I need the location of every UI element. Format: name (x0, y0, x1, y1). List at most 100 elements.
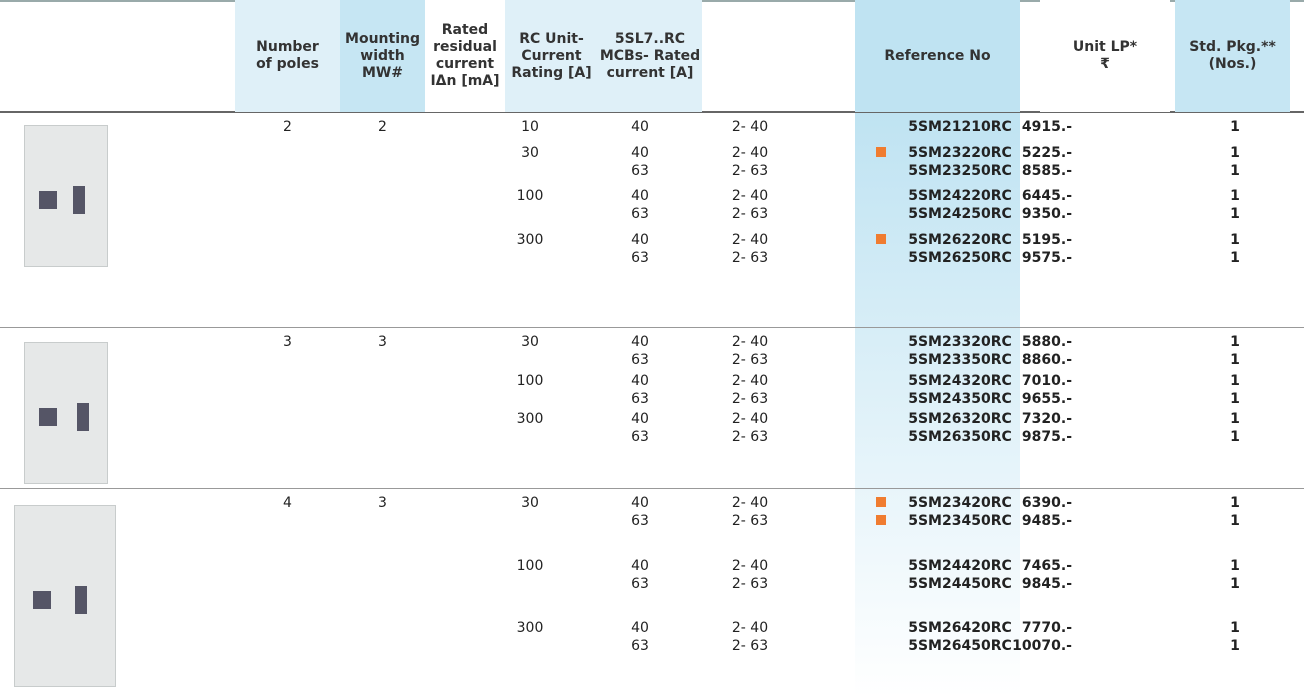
reference-no: 5SM26320RC (908, 411, 1012, 427)
std-pkg: 1 (1230, 250, 1240, 266)
std-pkg: 1 (1230, 390, 1240, 407)
residual-current: 300 (516, 232, 544, 248)
std-pkg: 1 (1230, 513, 1240, 529)
reference-no: 5SM26450RC (908, 638, 1012, 654)
rc-rating: 63 (631, 638, 649, 654)
residual-current: 100 (516, 557, 544, 574)
rc-rating: 40 (631, 411, 649, 427)
device-image (24, 125, 108, 267)
mcb-rating: 2- 40 (731, 557, 769, 574)
reference-no: 5SM24250RC (908, 206, 1012, 223)
marker (876, 497, 886, 507)
reference-no: 5SM23350RC (908, 352, 1012, 368)
std-pkg: 1 (1230, 557, 1240, 574)
mcb-rating: 2- 63 (731, 250, 769, 266)
marker (876, 146, 886, 157)
mcb-rating: 2- 40 (731, 232, 769, 248)
residual-current: 30 (521, 495, 539, 511)
unit-lp: 5880.- (1021, 334, 1072, 350)
mcb-rating: 2- 63 (731, 638, 769, 654)
reference-no: 5SM26220RC (908, 232, 1012, 248)
header-rule (0, 111, 1304, 113)
std-pkg: 1 (1230, 429, 1240, 445)
unit-lp: 9875.- (1021, 429, 1072, 445)
reference-no: 5SM26350RC (908, 429, 1012, 445)
rc-rating: 63 (631, 575, 649, 592)
column-header: RC Unit- Current Rating [A] (505, 0, 598, 112)
residual-current: 100 (516, 372, 544, 389)
rc-rating: 40 (631, 557, 649, 574)
std-pkg: 1 (1230, 144, 1240, 161)
reference-no: 5SM26250RC (908, 250, 1012, 266)
rc-rating: 40 (631, 334, 649, 350)
mcb-rating: 2- 40 (731, 334, 769, 350)
mcb-rating: 2- 40 (731, 188, 769, 205)
unit-lp: 6445.- (1021, 188, 1072, 205)
mcb-rating: 2- 63 (731, 429, 769, 445)
rc-rating: 63 (631, 429, 649, 445)
column-header: Rated residual current IΔn [mA] (425, 0, 505, 112)
reference-no: 5SM21210RC (908, 119, 1012, 135)
std-pkg: 1 (1230, 495, 1240, 511)
std-pkg: 1 (1230, 206, 1240, 223)
std-pkg: 1 (1230, 188, 1240, 205)
poles: 4 (283, 495, 292, 511)
std-pkg: 1 (1230, 334, 1240, 350)
rc-rating: 63 (631, 162, 649, 179)
rc-rating: 40 (631, 119, 649, 135)
ref-column-bg (855, 112, 1020, 697)
std-pkg: 1 (1230, 411, 1240, 427)
rc-rating: 40 (631, 188, 649, 205)
mcb-rating: 2- 40 (731, 495, 769, 511)
reference-no: 5SM24320RC (908, 372, 1012, 389)
mcb-rating: 2- 40 (731, 411, 769, 427)
unit-lp: 7770.- (1021, 620, 1072, 636)
unit-lp: 7010.- (1021, 372, 1072, 389)
mcb-rating: 2- 63 (731, 162, 769, 179)
unit-lp: 7320.- (1021, 411, 1072, 427)
mcb-rating: 2- 63 (731, 513, 769, 529)
std-pkg: 1 (1230, 352, 1240, 368)
residual-current: 300 (516, 620, 544, 636)
rc-rating: 63 (631, 390, 649, 407)
unit-lp: 7465.- (1021, 557, 1072, 574)
rc-rating: 40 (631, 620, 649, 636)
mounting-width: 3 (378, 334, 387, 350)
unit-lp: 8585.- (1021, 162, 1072, 179)
reference-no: 5SM24350RC (908, 390, 1012, 407)
mcb-rating: 2- 63 (731, 206, 769, 223)
reference-no: 5SM23220RC (908, 144, 1012, 161)
residual-current: 100 (516, 188, 544, 205)
device-image (24, 342, 108, 484)
unit-lp: 9655.- (1021, 390, 1072, 407)
rc-rating: 63 (631, 352, 649, 368)
std-pkg: 1 (1230, 119, 1240, 135)
unit-lp: 5195.- (1021, 232, 1072, 248)
reference-no: 5SM26420RC (908, 620, 1012, 636)
reference-no: 5SM23420RC (908, 495, 1012, 511)
unit-lp: 9485.- (1021, 513, 1072, 529)
unit-lp: 4915.- (1021, 119, 1072, 135)
rc-rating: 40 (631, 372, 649, 389)
column-header: Unit LP* ₹ (1040, 0, 1170, 112)
std-pkg: 1 (1230, 372, 1240, 389)
mcb-rating: 2- 63 (731, 352, 769, 368)
marker (876, 515, 886, 525)
rc-rating: 63 (631, 513, 649, 529)
std-pkg: 1 (1230, 638, 1240, 654)
column-header: 5SL7..RC MCBs- Rated current [A] (598, 0, 702, 112)
unit-lp: 5225.- (1021, 144, 1072, 161)
unit-lp: 10070.- (1012, 638, 1072, 654)
rc-rating: 63 (631, 250, 649, 266)
poles: 2 (283, 119, 292, 135)
std-pkg: 1 (1230, 162, 1240, 179)
group-rule (0, 327, 1304, 328)
reference-no: 5SM23450RC (908, 513, 1012, 529)
mcb-rating: 2- 63 (731, 575, 769, 592)
residual-current: 10 (521, 119, 539, 135)
rc-rating: 40 (631, 232, 649, 248)
group-rule (0, 488, 1304, 489)
reference-no: 5SM24220RC (908, 188, 1012, 205)
residual-current: 30 (521, 334, 539, 350)
